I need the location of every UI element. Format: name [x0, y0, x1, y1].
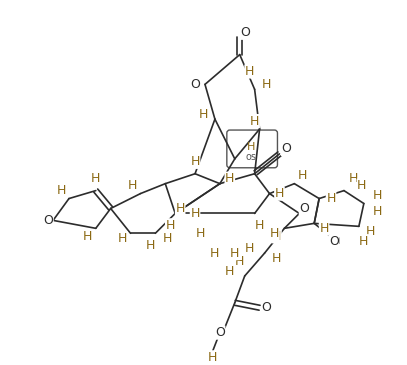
Text: H: H	[245, 242, 254, 255]
Text: O: O	[299, 202, 309, 215]
Text: H: H	[91, 172, 101, 185]
Text: H: H	[366, 225, 376, 238]
Text: H: H	[146, 239, 155, 252]
Text: H: H	[272, 251, 281, 265]
Text: H: H	[208, 351, 218, 364]
FancyBboxPatch shape	[227, 130, 278, 168]
Text: H: H	[83, 230, 92, 243]
Text: H: H	[319, 222, 329, 235]
Text: O: O	[329, 235, 339, 248]
Text: H: H	[225, 265, 234, 277]
Text: H: H	[326, 192, 336, 205]
Text: H: H	[198, 108, 208, 121]
Text: H: H	[175, 202, 185, 215]
Text: H: H	[128, 179, 137, 192]
Text: H: H	[195, 227, 205, 240]
Text: O: O	[240, 26, 249, 39]
Text: H: H	[56, 184, 66, 197]
Text: H: H	[230, 247, 239, 260]
Text: O: O	[190, 78, 200, 91]
Text: H: H	[298, 169, 307, 182]
Text: H: H	[250, 115, 259, 128]
Text: H: H	[190, 155, 200, 168]
Text: H: H	[373, 205, 383, 218]
Text: H: H	[210, 247, 220, 260]
Text: O: O	[282, 142, 291, 155]
Text: H: H	[349, 172, 359, 185]
Text: H: H	[373, 189, 383, 202]
Text: H: H	[270, 227, 279, 240]
Text: H: H	[245, 65, 254, 78]
Text: os: os	[245, 152, 256, 162]
Text: H: H	[247, 142, 255, 152]
Text: H: H	[359, 235, 368, 248]
Text: H: H	[235, 255, 245, 268]
Text: O: O	[262, 301, 271, 314]
Text: O: O	[215, 326, 225, 339]
Text: H: H	[357, 179, 367, 192]
Text: H: H	[166, 219, 175, 232]
Text: H: H	[190, 207, 200, 220]
Text: H: H	[272, 230, 281, 243]
Text: H: H	[255, 219, 264, 232]
Text: O: O	[43, 214, 53, 227]
Text: H: H	[275, 187, 284, 200]
Text: H: H	[225, 172, 234, 185]
Text: H: H	[118, 232, 127, 245]
Text: H: H	[162, 232, 172, 245]
Text: H: H	[262, 78, 271, 91]
